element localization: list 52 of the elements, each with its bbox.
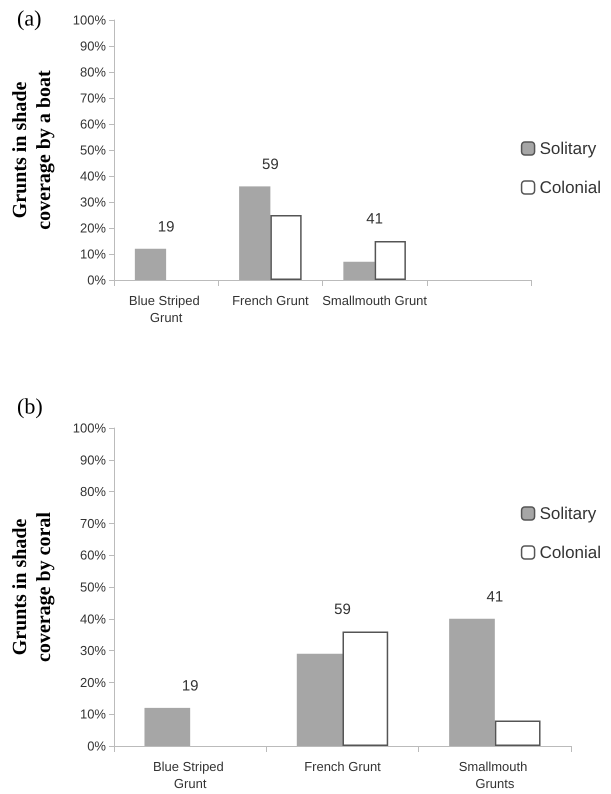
x-tick-label: French Grunt <box>304 759 382 774</box>
annotation: 41 <box>366 210 383 228</box>
bar <box>374 241 406 280</box>
y-tick-label: 80% <box>80 64 106 80</box>
annotation: 19 <box>182 677 199 694</box>
x-tick-label: French Grunt <box>232 293 310 308</box>
y-tick-label: 50% <box>80 580 106 594</box>
bar <box>239 186 270 280</box>
chart-title: (b) <box>17 394 43 418</box>
x-tick-label: Smallmouth Grunt <box>322 293 428 308</box>
chart-title: (a) <box>17 6 42 30</box>
legend-label: Solitary <box>540 504 597 523</box>
y-tick-label: 20% <box>80 220 106 236</box>
legend-label: Solitary <box>540 139 597 158</box>
y-tick-label: 30% <box>80 194 106 210</box>
y-axis-title: Grunts in shade coverage by coral <box>9 512 55 662</box>
annotation: 41 <box>486 588 504 606</box>
legend-label: Colonial <box>540 178 602 197</box>
y-axis-title: Grunts in shade coverage by a boat <box>9 70 55 230</box>
annotation: 19 <box>158 218 174 236</box>
bar <box>296 654 342 746</box>
y-tick-label: 40% <box>80 168 106 184</box>
y-tick-label: 40% <box>80 611 106 626</box>
bar <box>134 248 166 280</box>
y-tick-label: 80% <box>80 484 106 500</box>
y-tick-label: 100% <box>72 420 106 436</box>
bar <box>270 215 302 280</box>
y-tick-label: 20% <box>80 674 106 690</box>
y-tick-label: 60% <box>80 548 106 563</box>
bar <box>144 708 190 746</box>
annotation: 59 <box>262 156 279 173</box>
y-tick-label: 60% <box>80 116 106 132</box>
y-tick-label: 70% <box>80 90 106 106</box>
annotation: 59 <box>334 601 351 618</box>
y-tick-label: 10% <box>80 706 106 722</box>
y-tick-label: 70% <box>80 516 106 531</box>
y-tick-label: 90% <box>80 452 106 468</box>
y-tick-label: 50% <box>80 142 106 158</box>
x-tick-label: Blue Striped Grunt <box>128 293 204 325</box>
y-tick-label: 10% <box>80 246 106 262</box>
bar <box>343 262 375 280</box>
y-tick-label: 90% <box>80 38 106 54</box>
y-tick-label: 100% <box>72 12 106 28</box>
bar <box>449 618 495 746</box>
y-tick-label: 30% <box>80 643 106 658</box>
bar <box>342 632 388 746</box>
y-tick-label: 0% <box>87 272 106 288</box>
y-tick-label: 0% <box>87 738 106 754</box>
x-tick-label: Blue Striped Grunt <box>152 759 228 791</box>
legend-label: Colonial <box>540 543 602 562</box>
x-tick-label: Smallmouth Grunts <box>458 759 531 791</box>
bar <box>494 720 541 746</box>
